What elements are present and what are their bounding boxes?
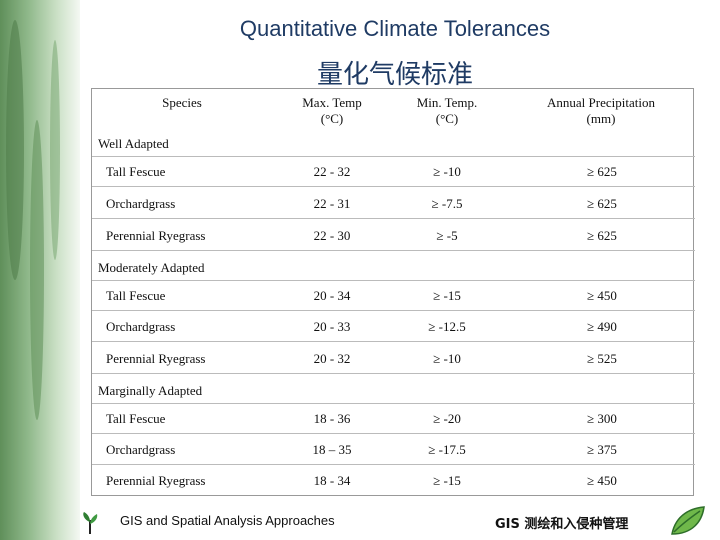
cell-species: Tall Fescue [106, 164, 166, 179]
cell-species: Orchardgrass [106, 196, 176, 211]
cell-species: Tall Fescue [106, 411, 166, 426]
cell-min-temp: ≥ -20 [433, 411, 461, 426]
cell-species: Perennial Ryegrass [106, 473, 206, 488]
cell-species: Orchardgrass [106, 319, 176, 334]
climate-table: Species Max. Temp (°C) Min. Temp. (°C) A… [91, 88, 695, 496]
cell-max-temp: 20 - 34 [313, 288, 351, 303]
col-header-species: Species [162, 95, 202, 110]
plant-logo-icon [83, 512, 98, 534]
cell-species: Perennial Ryegrass [106, 351, 206, 366]
cell-min-temp: ≥ -17.5 [428, 442, 466, 457]
cell-min-temp: ≥ -7.5 [431, 196, 463, 211]
col-header-min-temp: Min. Temp. (°C) [416, 95, 478, 126]
cell-precip: ≥ 625 [587, 196, 617, 211]
cell-precip: ≥ 625 [587, 228, 617, 243]
cell-precip: ≥ 375 [587, 442, 617, 457]
grass-background [0, 0, 80, 540]
cell-min-temp: ≥ -10 [433, 351, 461, 366]
cell-max-temp: 18 - 34 [313, 473, 351, 488]
cell-max-temp: 20 - 33 [313, 319, 351, 334]
cell-max-temp: 22 - 31 [313, 196, 351, 211]
cell-max-temp: 18 - 36 [313, 411, 351, 426]
table-row: Orchardgrass 22 - 31 ≥ -7.5 ≥ 625 [92, 189, 695, 219]
cell-species: Tall Fescue [106, 288, 166, 303]
table-row: Orchardgrass 18 – 35 ≥ -17.5 ≥ 375 [92, 435, 695, 465]
leaf-shape [30, 120, 44, 420]
title-chinese: 量化气候标准 [316, 60, 473, 90]
cell-min-temp: ≥ -15 [433, 288, 461, 303]
table-row: Tall Fescue 20 - 34 ≥ -15 ≥ 450 [92, 281, 695, 311]
table-row: Perennial Ryegrass 22 - 30 ≥ -5 ≥ 625 [92, 221, 695, 251]
group-header: Moderately Adapted [92, 253, 695, 281]
cell-max-temp: 18 – 35 [312, 442, 352, 457]
cell-precip: ≥ 450 [587, 473, 617, 488]
title-english: Quantitative Climate Tolerances [239, 16, 551, 41]
table-row: Perennial Ryegrass 18 - 34 ≥ -15 ≥ 450 [92, 466, 695, 496]
table-row: Perennial Ryegrass 20 - 32 ≥ -10 ≥ 525 [92, 344, 695, 374]
cell-precip: ≥ 525 [587, 351, 617, 366]
cell-precip: ≥ 625 [587, 164, 617, 179]
leaf-shape [6, 20, 24, 280]
leaf-logo-icon [671, 506, 705, 535]
cell-min-temp: ≥ -12.5 [428, 319, 466, 334]
col-header-max-temp: Max. Temp (°C) [302, 95, 362, 126]
cell-species: Perennial Ryegrass [106, 228, 206, 243]
cell-min-temp: ≥ -15 [433, 473, 461, 488]
table-row: Orchardgrass 20 - 33 ≥ -12.5 ≥ 490 [92, 312, 695, 342]
cell-min-temp: ≥ -5 [436, 228, 458, 243]
table-row: Tall Fescue 18 - 36 ≥ -20 ≥ 300 [92, 404, 695, 434]
cell-species: Orchardgrass [106, 442, 176, 457]
cell-max-temp: 22 - 30 [313, 228, 351, 243]
cell-max-temp: 20 - 32 [313, 351, 351, 366]
table-row: Tall Fescue 22 - 32 ≥ -10 ≥ 625 [92, 157, 695, 187]
cell-precip: ≥ 450 [587, 288, 617, 303]
leaf-shape [50, 40, 60, 260]
group-header: Marginally Adapted [92, 376, 695, 404]
cell-min-temp: ≥ -10 [433, 164, 461, 179]
col-header-precipitation: Annual Precipitation (mm) [547, 95, 655, 126]
group-header: Well Adapted [92, 129, 695, 157]
footer-right: GIS 测绘和入侵种管理 [495, 517, 629, 532]
cell-precip: ≥ 490 [587, 319, 617, 334]
cell-precip: ≥ 300 [587, 411, 617, 426]
cell-max-temp: 22 - 32 [313, 164, 351, 179]
footer-left: GIS and Spatial Analysis Approaches [120, 513, 335, 528]
